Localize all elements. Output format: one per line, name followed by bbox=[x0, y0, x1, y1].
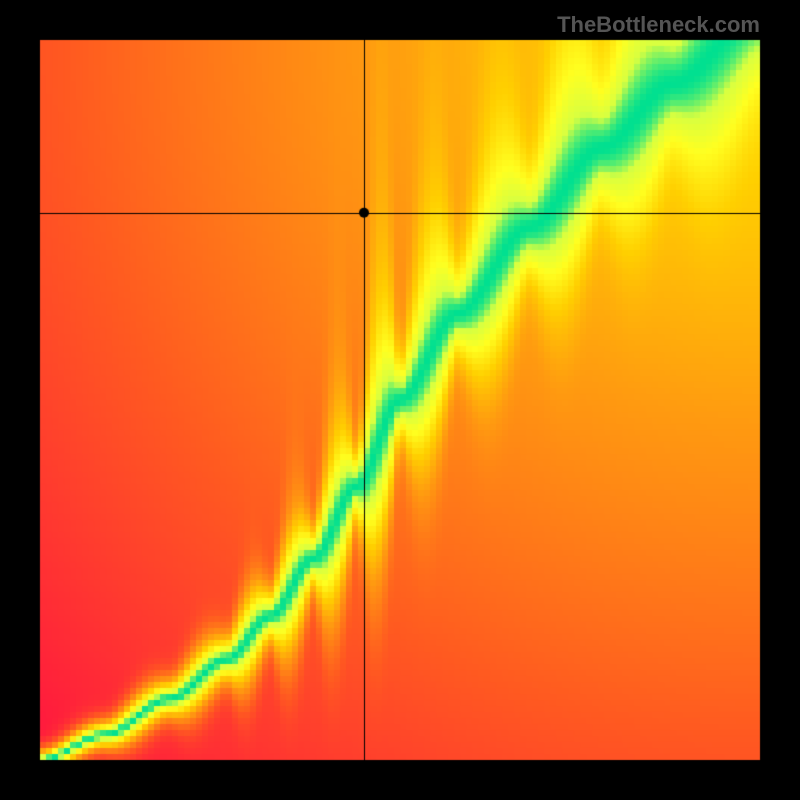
watermark-text: TheBottleneck.com bbox=[557, 12, 760, 38]
bottleneck-heatmap bbox=[0, 0, 800, 800]
